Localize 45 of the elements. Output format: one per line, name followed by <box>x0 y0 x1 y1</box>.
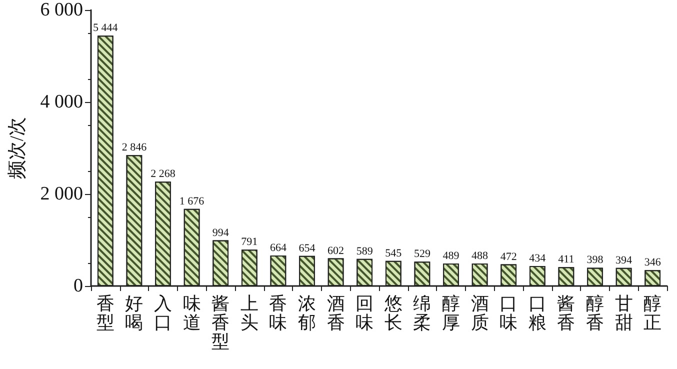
data-label: 664 <box>270 242 287 254</box>
x-tick-label: 酒质 <box>470 294 489 332</box>
data-label: 346 <box>644 256 662 269</box>
data-label: 1 676 <box>179 195 205 208</box>
x-tick-label: 上头 <box>240 294 258 332</box>
data-label: 545 <box>385 247 402 260</box>
x-tick-label: 酒香 <box>326 294 345 332</box>
x-tick-label: 好喝 <box>125 294 144 332</box>
x-tick-label: 回味 <box>356 294 374 332</box>
data-label: 5 444 <box>93 22 118 34</box>
data-label: 602 <box>328 244 344 257</box>
data-label: 2 268 <box>150 168 176 180</box>
x-tick-label: 浓郁 <box>298 294 316 332</box>
data-label: 398 <box>586 254 604 266</box>
x-tick-label: 醇厚 <box>442 294 460 332</box>
x-tick-label: 绵柔 <box>413 294 432 332</box>
data-label: 394 <box>616 254 633 266</box>
y-tick-label: 2 000 <box>40 184 83 204</box>
y-axis-title: 频次/次 <box>7 116 28 180</box>
data-label: 489 <box>442 250 460 262</box>
y-tick-label: 6 000 <box>40 0 83 20</box>
x-tick-label: 香味 <box>269 294 288 332</box>
data-label: 791 <box>241 236 258 248</box>
y-tick-label: 4 000 <box>40 92 83 112</box>
x-tick-label: 酱香型 <box>212 294 230 352</box>
x-tick-label: 味道 <box>182 294 201 332</box>
x-tick-label: 悠长 <box>383 294 402 332</box>
x-tick-label: 甘甜 <box>614 294 633 332</box>
x-tick-label: 酱香 <box>557 294 576 332</box>
data-label: 472 <box>500 250 517 263</box>
x-tick-label: 醇香 <box>586 294 604 332</box>
x-tick-label: 口味 <box>500 294 518 332</box>
data-label: 529 <box>414 248 431 260</box>
data-label: 434 <box>529 252 546 265</box>
data-label: 411 <box>558 254 574 266</box>
data-label: 654 <box>298 242 316 254</box>
data-label: 589 <box>356 245 374 258</box>
x-tick-label: 醇正 <box>644 294 662 332</box>
y-tick-label: 0 <box>74 276 83 296</box>
x-tick-label: 入口 <box>154 294 172 332</box>
data-label: 994 <box>212 226 230 239</box>
data-label: 488 <box>472 250 489 262</box>
x-tick-label: 口粮 <box>528 294 546 332</box>
x-tick-label: 香型 <box>96 294 114 332</box>
data-label: 2 846 <box>122 142 148 154</box>
